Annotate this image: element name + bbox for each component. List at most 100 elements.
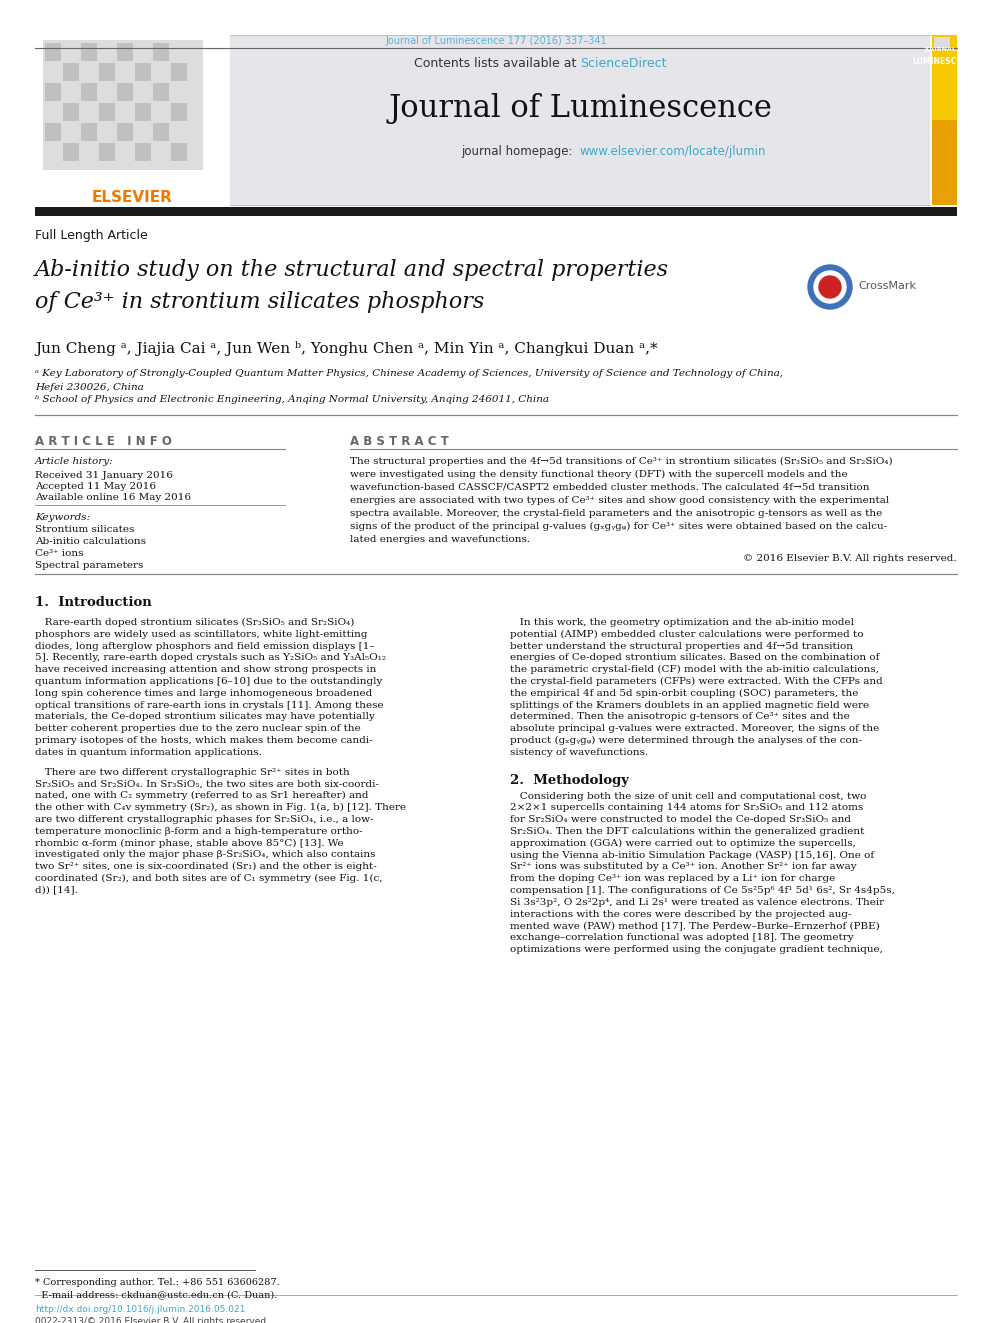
Text: compensation [1]. The configurations of Ce 5s²5p⁶ 4f¹ 5d¹ 6s², Sr 4s4p5s,: compensation [1]. The configurations of …: [510, 886, 895, 894]
Text: rhombic α-form (minor phase, stable above 85°C) [13]. We: rhombic α-form (minor phase, stable abov…: [35, 839, 343, 848]
Text: Contents lists available at: Contents lists available at: [414, 57, 580, 70]
Bar: [934, 37, 950, 49]
Text: d)) [14].: d)) [14].: [35, 885, 78, 894]
Bar: [99, 143, 115, 161]
Bar: [63, 64, 79, 81]
Text: splittings of the Kramers doublets in an applied magnetic field were: splittings of the Kramers doublets in an…: [510, 701, 869, 709]
Bar: [153, 123, 169, 142]
Text: Ab-initio study on the structural and spectral properties: Ab-initio study on the structural and sp…: [35, 259, 669, 280]
Text: nated, one with C₂ symmetry (referred to as Sr1 hereafter) and: nated, one with C₂ symmetry (referred to…: [35, 791, 368, 800]
Bar: [117, 123, 133, 142]
Text: were investigated using the density functional theory (DFT) with the supercell m: were investigated using the density func…: [350, 470, 847, 479]
Bar: [43, 40, 203, 169]
Bar: [99, 103, 115, 120]
Bar: [171, 103, 187, 120]
Text: In this work, the geometry optimization and the ab-initio model: In this work, the geometry optimization …: [510, 618, 854, 627]
Text: have received increasing attention and show strong prospects in: have received increasing attention and s…: [35, 665, 376, 675]
Text: CrossMark: CrossMark: [858, 280, 916, 291]
Text: © 2016 Elsevier B.V. All rights reserved.: © 2016 Elsevier B.V. All rights reserved…: [743, 554, 957, 564]
Text: investigated only the major phase β-Sr₂SiO₄, which also contains: investigated only the major phase β-Sr₂S…: [35, 851, 376, 859]
Text: temperature monoclinic β-form and a high-temperature ortho-: temperature monoclinic β-form and a high…: [35, 827, 363, 836]
Text: Accepted 11 May 2016: Accepted 11 May 2016: [35, 482, 156, 491]
Text: are two different crystallographic phases for Sr₂SiO₄, i.e., a low-: are two different crystallographic phase…: [35, 815, 374, 824]
Text: 0022-2313/© 2016 Elsevier B.V. All rights reserved.: 0022-2313/© 2016 Elsevier B.V. All right…: [35, 1316, 269, 1323]
Bar: [171, 64, 187, 81]
Text: quantum information applications [6–10] due to the outstandingly: quantum information applications [6–10] …: [35, 677, 382, 687]
Bar: [35, 206, 957, 216]
Text: primary isotopes of the hosts, which makes them become candi-: primary isotopes of the hosts, which mak…: [35, 736, 373, 745]
Text: phosphors are widely used as scintillators, white light-emitting: phosphors are widely used as scintillato…: [35, 630, 367, 639]
Circle shape: [814, 271, 846, 303]
Bar: [932, 34, 957, 120]
Text: Strontium silicates: Strontium silicates: [35, 525, 134, 534]
Bar: [63, 143, 79, 161]
Bar: [153, 83, 169, 101]
Bar: [932, 34, 957, 205]
Bar: [81, 44, 97, 61]
Bar: [171, 143, 187, 161]
Text: two Sr²⁺ sites, one is six-coordinated (Sr₁) and the other is eight-: two Sr²⁺ sites, one is six-coordinated (…: [35, 863, 377, 871]
Text: determined. Then the anisotropic g-tensors of Ce³⁺ sites and the: determined. Then the anisotropic g-tenso…: [510, 712, 850, 721]
Text: A B S T R A C T: A B S T R A C T: [350, 435, 448, 448]
Text: energies of Ce-doped strontium silicates. Based on the combination of: energies of Ce-doped strontium silicates…: [510, 654, 879, 663]
Bar: [117, 44, 133, 61]
Text: Article history:: Article history:: [35, 456, 114, 466]
Text: Si 3s²3p², O 2s²2p⁴, and Li 2s¹ were treated as valence electrons. Their: Si 3s²3p², O 2s²2p⁴, and Li 2s¹ were tre…: [510, 898, 884, 906]
Circle shape: [808, 265, 852, 310]
Bar: [135, 103, 151, 120]
Bar: [153, 44, 169, 61]
Text: 2×2×1 supercells containing 144 atoms for Sr₃SiO₅ and 112 atoms: 2×2×1 supercells containing 144 atoms fo…: [510, 803, 863, 812]
Text: the other with C₄v symmetry (Sr₂), as shown in Fig. 1(a, b) [12]. There: the other with C₄v symmetry (Sr₂), as sh…: [35, 803, 406, 812]
Text: Available online 16 May 2016: Available online 16 May 2016: [35, 493, 191, 501]
Text: Jun Cheng ᵃ, Jiajia Cai ᵃ, Jun Wen ᵇ, Yonghu Chen ᵃ, Min Yin ᵃ, Changkui Duan ᵃ,: Jun Cheng ᵃ, Jiajia Cai ᵃ, Jun Wen ᵇ, Yo…: [35, 341, 658, 356]
Bar: [117, 83, 133, 101]
Text: wavefunction-based CASSCF/CASPT2 embedded cluster methods. The calculated 4f→5d : wavefunction-based CASSCF/CASPT2 embedde…: [350, 483, 870, 492]
Text: optical transitions of rare-earth ions in crystals [11]. Among these: optical transitions of rare-earth ions i…: [35, 701, 384, 709]
Text: ᵃ Key Laboratory of Strongly-Coupled Quantum Matter Physics, Chinese Academy of : ᵃ Key Laboratory of Strongly-Coupled Qua…: [35, 369, 783, 378]
Text: 1.  Introduction: 1. Introduction: [35, 595, 152, 609]
Bar: [63, 103, 79, 120]
Text: 2.  Methodology: 2. Methodology: [510, 774, 629, 787]
Text: the parametric crystal-field (CF) model with the ab-initio calculations,: the parametric crystal-field (CF) model …: [510, 665, 879, 675]
Text: better coherent properties due to the zero nuclear spin of the: better coherent properties due to the ze…: [35, 724, 361, 733]
Text: Considering both the size of unit cell and computational cost, two: Considering both the size of unit cell a…: [510, 791, 866, 800]
Text: Journal of Luminescence 177 (2016) 337–341: Journal of Luminescence 177 (2016) 337–3…: [385, 36, 607, 46]
Bar: [81, 83, 97, 101]
Circle shape: [819, 277, 841, 298]
Text: Full Length Article: Full Length Article: [35, 229, 148, 242]
Text: http://dx.doi.org/10.1016/j.jlumin.2016.05.021: http://dx.doi.org/10.1016/j.jlumin.2016.…: [35, 1304, 245, 1314]
Text: coordinated (Sr₂), and both sites are of C₁ symmetry (see Fig. 1(c,: coordinated (Sr₂), and both sites are of…: [35, 873, 383, 882]
Text: the crystal-field parameters (CFPs) were extracted. With the CFPs and: the crystal-field parameters (CFPs) were…: [510, 677, 883, 687]
Text: long spin coherence times and large inhomogeneous broadened: long spin coherence times and large inho…: [35, 689, 372, 697]
Bar: [81, 123, 97, 142]
Text: ELSEVIER: ELSEVIER: [91, 191, 173, 205]
Text: Journal of Luminescence: Journal of Luminescence: [388, 93, 772, 124]
Text: for Sr₂SiO₄ were constructed to model the Ce-doped Sr₃SiO₅ and: for Sr₂SiO₄ were constructed to model th…: [510, 815, 851, 824]
Text: of Ce³⁺ in strontium silicates phosphors: of Ce³⁺ in strontium silicates phosphors: [35, 291, 484, 314]
Text: interactions with the cores were described by the projected aug-: interactions with the cores were describ…: [510, 910, 851, 918]
Text: mented wave (PAW) method [17]. The Perdew–Burke–Ernzerhof (PBE): mented wave (PAW) method [17]. The Perde…: [510, 921, 880, 930]
Text: 5]. Recently, rare-earth doped crystals such as Y₂SiO₅ and Y₃Al₅O₁₂: 5]. Recently, rare-earth doped crystals …: [35, 654, 386, 663]
Text: Keywords:: Keywords:: [35, 513, 90, 523]
Text: product (gₓgᵧgᵩ) were determined through the analyses of the con-: product (gₓgᵧgᵩ) were determined through…: [510, 736, 862, 745]
Text: ᵇ School of Physics and Electronic Engineering, Anqing Normal University, Anqing: ᵇ School of Physics and Electronic Engin…: [35, 396, 549, 404]
Text: Hefei 230026, China: Hefei 230026, China: [35, 382, 144, 392]
Text: journal homepage:: journal homepage:: [461, 146, 580, 157]
Text: Sr₃SiO₅ and Sr₂SiO₄. In Sr₃SiO₅, the two sites are both six-coordi-: Sr₃SiO₅ and Sr₂SiO₄. In Sr₃SiO₅, the two…: [35, 779, 379, 789]
Text: optimizations were performed using the conjugate gradient technique,: optimizations were performed using the c…: [510, 945, 883, 954]
Text: signs of the product of the principal g-values (gₓgᵧgᵩ) for Ce³⁺ sites were obta: signs of the product of the principal g-…: [350, 523, 887, 531]
Text: Ce³⁺ ions: Ce³⁺ ions: [35, 549, 83, 558]
Bar: [45, 83, 61, 101]
Text: Received 31 January 2016: Received 31 January 2016: [35, 471, 173, 480]
Bar: [230, 34, 930, 205]
Text: dates in quantum information applications.: dates in quantum information application…: [35, 747, 262, 757]
Text: JOURNAL OF: JOURNAL OF: [924, 48, 967, 52]
Text: materials, the Ce-doped strontium silicates may have potentially: materials, the Ce-doped strontium silica…: [35, 712, 375, 721]
Text: absolute principal g-values were extracted. Moreover, the signs of the: absolute principal g-values were extract…: [510, 724, 879, 733]
Bar: [45, 123, 61, 142]
Text: better understand the structural properties and 4f→5d transition: better understand the structural propert…: [510, 642, 853, 651]
Text: LUMINESCENCE: LUMINESCENCE: [913, 57, 979, 66]
Text: ScienceDirect: ScienceDirect: [580, 57, 667, 70]
Text: The structural properties and the 4f→5d transitions of Ce³⁺ in strontium silicat: The structural properties and the 4f→5d …: [350, 456, 893, 466]
Text: Spectral parameters: Spectral parameters: [35, 561, 144, 570]
